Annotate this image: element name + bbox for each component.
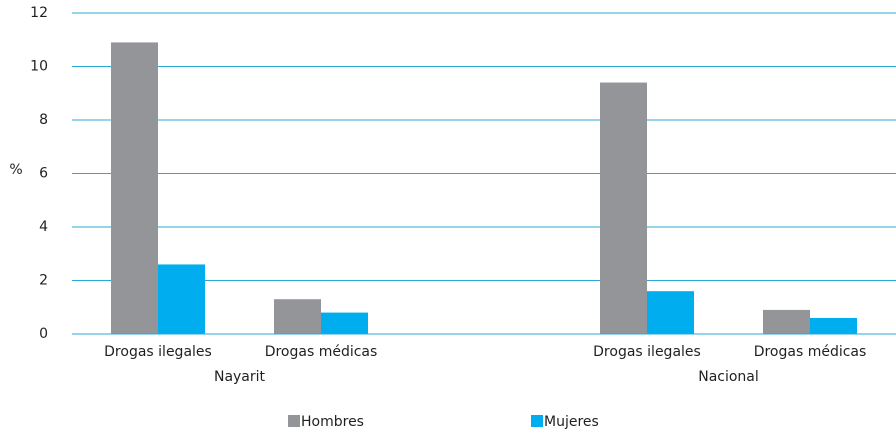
y-tick-label: 0 bbox=[39, 326, 48, 342]
x-tick-label: Drogas ilegales bbox=[104, 344, 212, 360]
legend-label: Mujeres bbox=[544, 414, 599, 430]
x-tick-label: Drogas ilegales bbox=[593, 344, 701, 360]
y-tick-label: 12 bbox=[30, 5, 48, 21]
x-tick-label: Drogas médicas bbox=[265, 344, 378, 360]
y-tick-label: 6 bbox=[39, 166, 48, 182]
legend-swatch bbox=[288, 415, 300, 427]
legend-swatch bbox=[531, 415, 543, 427]
bar bbox=[600, 82, 647, 334]
bar bbox=[158, 264, 205, 334]
y-tick-label: 4 bbox=[39, 219, 48, 235]
x-tick-label: Drogas médicas bbox=[754, 344, 867, 360]
bar bbox=[321, 312, 368, 334]
bar bbox=[111, 42, 158, 335]
legend-label: Hombres bbox=[301, 414, 364, 430]
group-label: Nayarit bbox=[214, 369, 266, 385]
y-tick-label: 8 bbox=[39, 112, 48, 128]
bar bbox=[274, 299, 321, 334]
y-tick-label: 2 bbox=[39, 273, 48, 289]
bar bbox=[763, 309, 810, 334]
bar bbox=[647, 291, 694, 334]
y-tick-label: 10 bbox=[30, 59, 48, 75]
group-label: Nacional bbox=[698, 369, 759, 385]
bar bbox=[810, 317, 857, 334]
y-axis-label: % bbox=[9, 162, 22, 178]
